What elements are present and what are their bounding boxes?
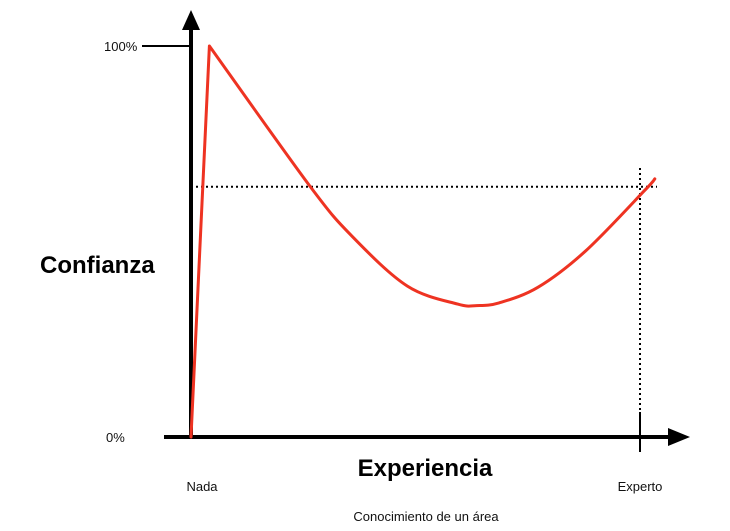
axes [142,10,690,452]
x-axis-label: Experiencia [358,455,493,482]
y-axis-label: Confianza [40,252,155,279]
curve-layer [189,44,657,439]
reference-lines [191,168,657,412]
y-axis-arrow [182,10,200,30]
x-axis-arrow [668,428,690,446]
x-tick-label-start: Nada [186,479,218,494]
y-tick-label-min: 0% [106,430,125,445]
x-axis-sublabel: Conocimiento de un área [353,509,499,524]
y-tick-label-max: 100% [104,39,138,54]
series-line-0 [189,44,657,439]
x-tick-label-end: Experto [618,479,663,494]
